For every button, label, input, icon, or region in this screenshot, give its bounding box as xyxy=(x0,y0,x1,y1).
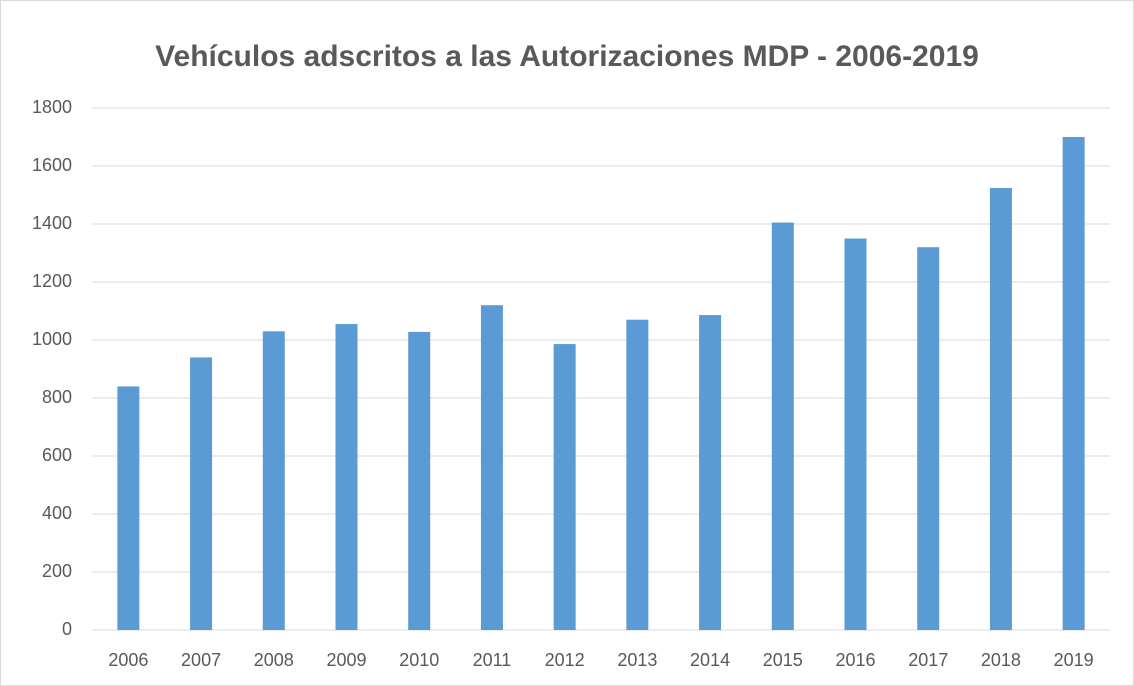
y-tick-label: 200 xyxy=(42,561,72,581)
y-tick-label: 0 xyxy=(62,619,72,639)
x-tick-label: 2016 xyxy=(835,650,875,670)
y-tick-label: 1000 xyxy=(32,329,72,349)
x-tick-label: 2014 xyxy=(690,650,730,670)
x-tick-label: 2011 xyxy=(473,650,512,670)
bar xyxy=(335,324,358,630)
y-tick-label: 800 xyxy=(42,387,72,407)
x-tick-label: 2010 xyxy=(399,650,439,670)
bar xyxy=(699,315,722,630)
y-tick-label: 1200 xyxy=(32,271,72,291)
x-tick-label: 2007 xyxy=(181,650,221,670)
y-tick-label: 1600 xyxy=(32,155,72,175)
x-tick-label: 2018 xyxy=(981,650,1021,670)
bar xyxy=(1062,137,1085,630)
x-tick-label: 2013 xyxy=(617,650,657,670)
y-tick-label: 600 xyxy=(42,445,72,465)
x-tick-label: 2006 xyxy=(108,650,148,670)
chart-title: Vehículos adscritos a las Autorizaciones… xyxy=(155,40,979,73)
bar xyxy=(117,386,140,630)
x-tick-label: 2015 xyxy=(763,650,803,670)
x-tick-label: 2008 xyxy=(254,650,294,670)
x-tick-label: 2012 xyxy=(545,650,585,670)
bar xyxy=(262,331,285,630)
x-tick-label: 2017 xyxy=(908,650,948,670)
bar xyxy=(408,331,431,630)
y-tick-label: 1400 xyxy=(32,213,72,233)
bar xyxy=(844,238,867,630)
y-tick-label: 400 xyxy=(42,503,72,523)
bar xyxy=(917,247,940,630)
bar xyxy=(771,222,794,631)
bar xyxy=(626,319,649,630)
bar xyxy=(989,188,1012,631)
x-tick-label: 2019 xyxy=(1054,650,1094,670)
bar xyxy=(190,357,213,630)
bar xyxy=(553,344,576,630)
x-tick-label: 2009 xyxy=(326,650,366,670)
y-tick-label: 1800 xyxy=(32,97,72,117)
bar xyxy=(480,305,503,630)
